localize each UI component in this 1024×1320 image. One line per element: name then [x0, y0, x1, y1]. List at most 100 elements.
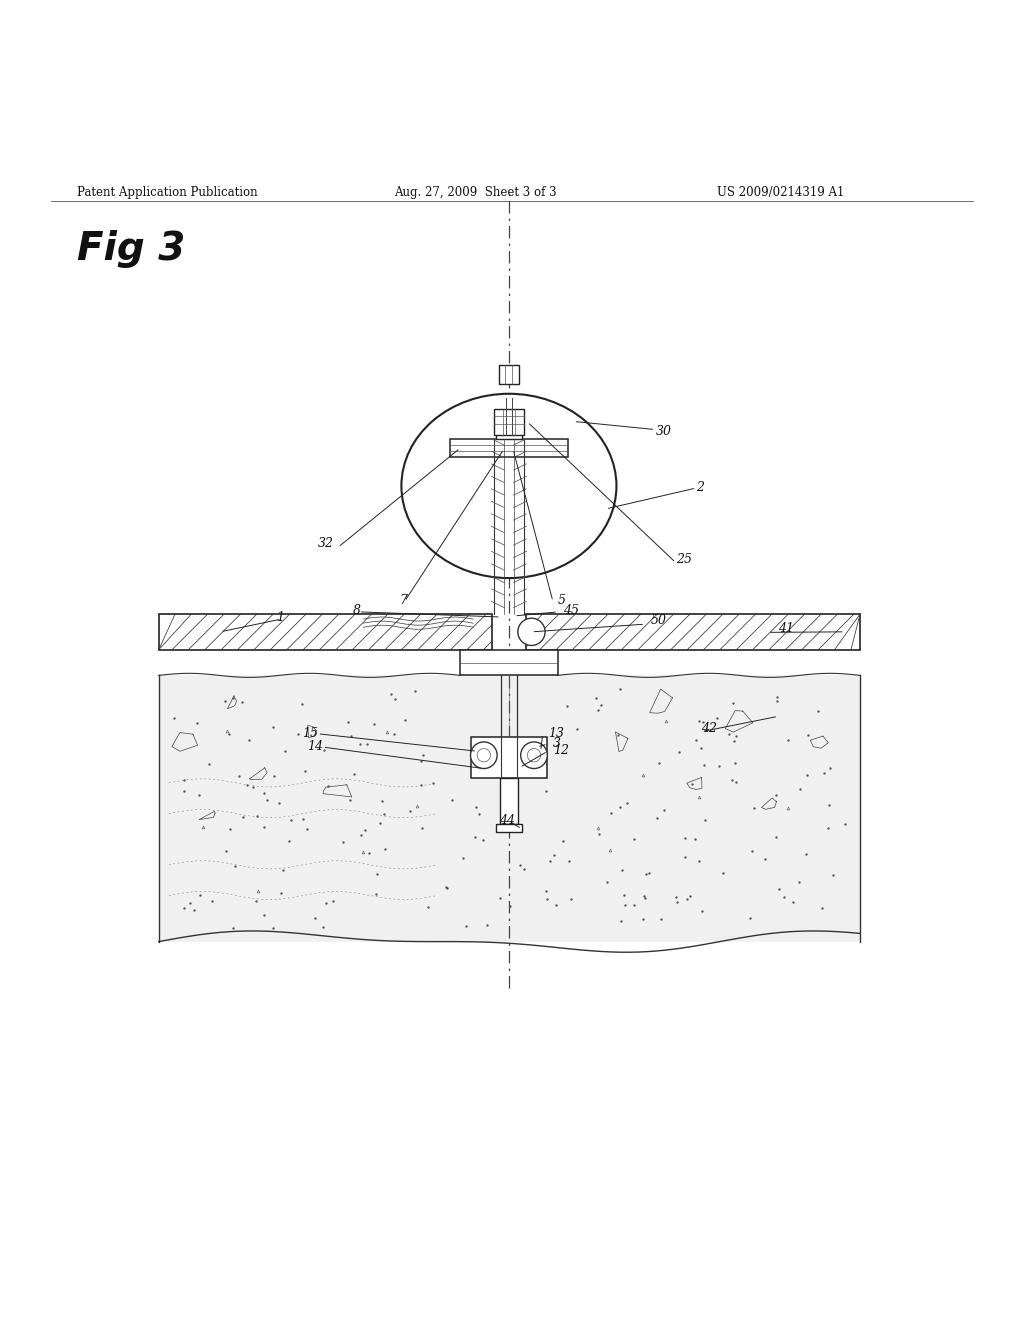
Point — [256, 816, 272, 837]
Point — [769, 686, 785, 708]
Point — [590, 700, 606, 721]
Point — [791, 871, 807, 892]
Point — [226, 855, 243, 876]
Circle shape — [527, 748, 541, 762]
Point — [837, 813, 853, 834]
Point — [668, 886, 684, 907]
Point — [225, 686, 242, 708]
Point — [822, 758, 839, 779]
Point — [458, 916, 474, 937]
Text: 25: 25 — [676, 553, 692, 566]
Point — [239, 775, 255, 796]
Point — [408, 680, 424, 701]
Text: 50: 50 — [650, 614, 667, 627]
Point — [272, 882, 289, 903]
Point — [649, 807, 666, 828]
Point — [615, 884, 632, 906]
Point — [437, 876, 454, 898]
Text: 44: 44 — [499, 814, 515, 826]
Point — [297, 760, 313, 781]
Point — [282, 830, 298, 851]
Point — [652, 908, 669, 929]
Point — [181, 892, 198, 913]
Point — [626, 895, 642, 916]
Point — [515, 858, 531, 879]
Point — [266, 766, 283, 787]
Bar — [494, 409, 524, 434]
Point — [220, 723, 237, 744]
Point — [588, 688, 604, 709]
Point — [813, 898, 829, 919]
Point — [248, 891, 264, 912]
Bar — [499, 366, 519, 384]
Point — [798, 843, 814, 865]
Point — [259, 789, 275, 810]
Circle shape — [518, 618, 545, 645]
Point — [315, 916, 332, 937]
Point — [727, 752, 743, 774]
Point — [635, 908, 651, 929]
Point — [638, 863, 654, 884]
Point — [502, 896, 518, 917]
Point — [256, 781, 272, 803]
Point — [444, 789, 461, 810]
Point — [283, 809, 299, 830]
Text: 7: 7 — [399, 594, 408, 607]
Point — [249, 807, 265, 828]
Point — [372, 812, 388, 833]
Point — [539, 888, 555, 909]
Bar — [496, 824, 521, 832]
Point — [425, 772, 441, 793]
Point — [727, 772, 743, 793]
Point — [561, 850, 578, 871]
Point — [295, 808, 311, 829]
Point — [682, 886, 698, 907]
Bar — [500, 777, 518, 824]
Point — [677, 847, 693, 869]
Bar — [526, 614, 860, 649]
Point — [413, 775, 429, 796]
Point — [591, 824, 607, 845]
Point — [688, 730, 705, 751]
Point — [775, 887, 792, 908]
Point — [593, 694, 609, 715]
Point — [343, 726, 359, 747]
Point — [709, 708, 725, 729]
Point — [618, 792, 635, 813]
Point — [234, 692, 251, 713]
Point — [217, 690, 233, 711]
Point — [191, 884, 208, 906]
Bar — [471, 737, 547, 777]
Point — [744, 841, 761, 862]
Point — [256, 904, 272, 925]
Point — [696, 809, 713, 830]
Point — [415, 744, 431, 766]
Circle shape — [470, 742, 498, 768]
Point — [377, 838, 393, 859]
Point — [819, 818, 836, 840]
Point — [726, 730, 742, 751]
Point — [439, 878, 456, 899]
Point — [728, 725, 744, 746]
Point — [225, 917, 242, 939]
Point — [357, 820, 374, 841]
Point — [691, 850, 708, 871]
Point — [686, 829, 702, 850]
Circle shape — [477, 748, 490, 762]
Text: 8: 8 — [353, 605, 361, 616]
Point — [821, 795, 838, 816]
Point — [358, 734, 375, 755]
Point — [385, 723, 401, 744]
Point — [397, 709, 414, 730]
Point — [455, 847, 471, 869]
Point — [342, 789, 358, 810]
Point — [190, 784, 207, 805]
Point — [641, 863, 657, 884]
Point — [352, 733, 369, 754]
Point — [599, 871, 615, 892]
Bar — [461, 649, 557, 676]
Bar — [159, 676, 860, 941]
Point — [771, 879, 787, 900]
Point — [317, 892, 334, 913]
Point — [402, 801, 419, 822]
